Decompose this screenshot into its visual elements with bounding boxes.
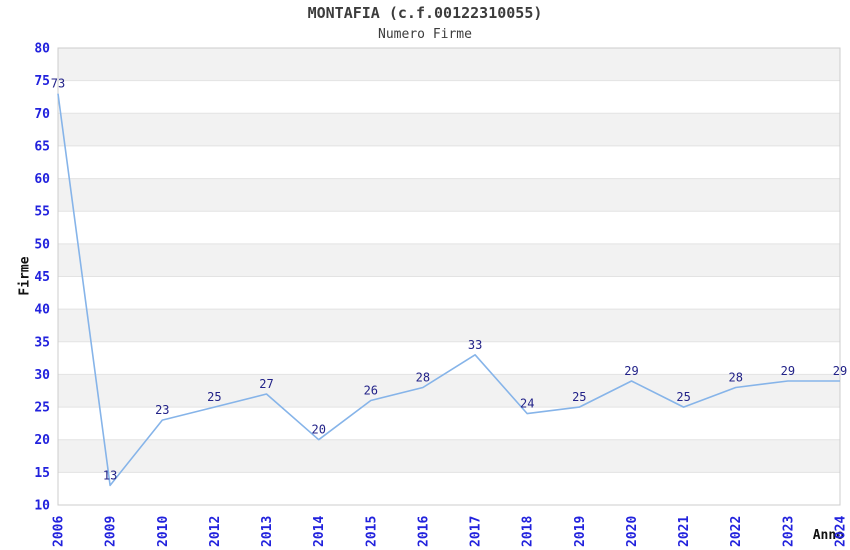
y-axis-tick-label: 40 xyxy=(34,303,50,318)
grid-band xyxy=(58,276,840,310)
x-axis-tick-label: 2010 xyxy=(156,516,171,547)
data-point-label: 13 xyxy=(103,468,117,482)
grid-band xyxy=(58,374,840,408)
x-axis-title: Anno xyxy=(812,528,844,543)
data-point-label: 25 xyxy=(207,390,221,404)
plot-border xyxy=(57,47,841,506)
data-point-label: 25 xyxy=(676,390,690,404)
grid-band xyxy=(58,341,840,375)
data-point-label: 73 xyxy=(51,77,65,91)
grid-band xyxy=(58,145,840,179)
x-axis-tick-label: 2023 xyxy=(781,516,796,547)
x-axis-tick-label: 2013 xyxy=(260,516,275,547)
x-axis-tick-label: 2009 xyxy=(104,516,119,547)
grid-band xyxy=(58,48,840,81)
y-axis-tick-label: 60 xyxy=(34,172,50,187)
y-axis-tick-label: 10 xyxy=(34,499,50,514)
y-axis-tick-label: 30 xyxy=(34,368,50,383)
y-axis-tick-label: 65 xyxy=(34,139,50,154)
x-axis-tick-label: 2015 xyxy=(364,516,379,547)
y-axis-tick-label: 70 xyxy=(34,107,50,122)
data-point-label: 28 xyxy=(416,371,430,385)
series-line xyxy=(57,93,840,487)
data-point-label: 33 xyxy=(468,338,482,352)
y-axis-tick-label: 80 xyxy=(34,42,50,57)
y-axis-tick-label: 75 xyxy=(34,74,50,89)
y-axis-tick-label: 20 xyxy=(34,433,50,448)
x-axis-tick-label: 2020 xyxy=(625,516,640,547)
y-axis-tick-label: 55 xyxy=(34,205,50,220)
y-axis-tick-label: 35 xyxy=(34,335,50,350)
y-axis-tick-label: 25 xyxy=(34,401,50,416)
grid-band xyxy=(58,178,840,212)
data-point-label: 25 xyxy=(572,390,586,404)
chart-title: MONTAFIA (c.f.00122310055) xyxy=(307,4,543,22)
x-axis-tick-label: 2021 xyxy=(677,516,692,547)
x-axis-tick-label: 2018 xyxy=(521,516,536,547)
x-axis-tick-label: 2012 xyxy=(208,516,223,547)
x-axis-tick-label: 2017 xyxy=(469,516,484,547)
y-axis-tick-label: 45 xyxy=(34,270,50,285)
data-point-label: 28 xyxy=(728,371,742,385)
grid-band xyxy=(58,309,840,342)
data-point-label: 26 xyxy=(364,384,378,398)
grid-band xyxy=(58,113,840,146)
chart-subtitle: Numero Firme xyxy=(378,27,472,42)
x-axis-tick-label: 2016 xyxy=(416,516,431,547)
x-axis-tick-label: 2006 xyxy=(52,516,67,547)
grid-band xyxy=(58,211,840,244)
grid-band xyxy=(58,80,840,114)
grid-band xyxy=(58,472,840,505)
grid-band xyxy=(58,407,840,440)
data-point-label: 27 xyxy=(259,377,273,391)
x-axis-tick-label: 2024 xyxy=(834,516,849,547)
y-axis-tick-label: 15 xyxy=(34,466,50,481)
data-point-label: 29 xyxy=(833,364,847,378)
x-axis-tick-label: 2014 xyxy=(312,516,327,547)
x-axis-tick-label: 2022 xyxy=(729,516,744,547)
y-axis-tick-label: 50 xyxy=(34,237,50,252)
data-point-label: 29 xyxy=(781,364,795,378)
data-point-label: 20 xyxy=(311,423,325,437)
grid-band xyxy=(58,243,840,277)
data-point-label: 23 xyxy=(155,403,169,417)
data-point-label: 24 xyxy=(520,397,534,411)
x-axis-tick-label: 2019 xyxy=(573,516,588,547)
data-point-label: 29 xyxy=(624,364,638,378)
grid-band xyxy=(58,439,840,473)
